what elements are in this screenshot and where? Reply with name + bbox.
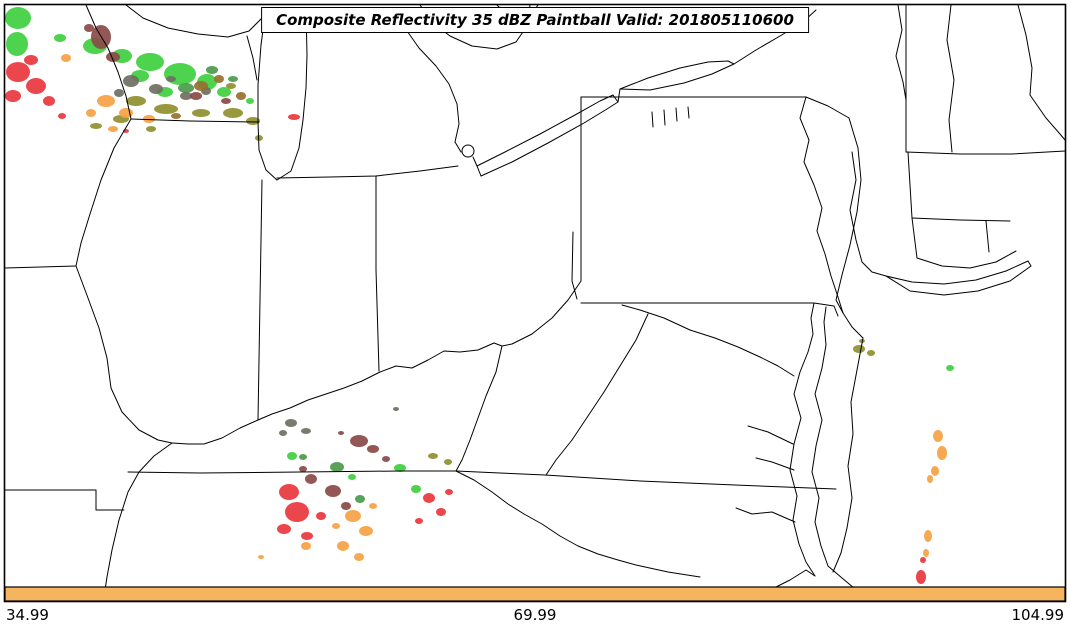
border-in-oh	[375, 175, 380, 372]
lake-champlain	[895, 4, 907, 101]
border-nh-me	[1017, 4, 1033, 96]
water-features	[125, 4, 1066, 591]
paintball-member-orange	[61, 54, 947, 561]
border-ny-nj	[805, 96, 850, 119]
finger-lake	[663, 109, 666, 126]
title-box: Composite Reflectivity 35 dBZ Paintball …	[261, 7, 809, 33]
paintball-member-olive	[90, 83, 875, 465]
long-island-south-shore	[885, 260, 1032, 296]
lake-erie-south-shore	[480, 101, 619, 177]
chesapeake-bay-east-shore	[811, 367, 829, 567]
york-river	[755, 457, 795, 471]
paintball-member-brown	[171, 75, 246, 119]
finger-lake	[687, 106, 690, 119]
chesapeake-bay-head-east	[821, 306, 827, 369]
border-wi-il	[130, 118, 260, 123]
lake-michigan-east-shore	[276, 7, 308, 181]
paintball-member-dark-green	[178, 66, 365, 503]
lake-st-clair	[461, 144, 475, 158]
colorbar-tick-middle: 69.99	[513, 606, 557, 624]
carolina-coast	[827, 565, 855, 589]
delaware-bay	[842, 312, 864, 339]
border-il-in	[257, 179, 263, 421]
border-mississippi-iowa	[75, 118, 132, 267]
colorbar-tick-right: 104.99	[1011, 606, 1065, 624]
border-il-west	[75, 265, 173, 444]
border-de-md	[813, 302, 839, 317]
chesapeake-bay-west-shore	[789, 371, 816, 577]
lake-ontario	[619, 60, 735, 91]
paintball-member-red	[5, 55, 926, 584]
green-bay	[246, 35, 258, 81]
border-wv-panhandle	[571, 231, 578, 300]
potomac-river-upper	[621, 304, 691, 331]
finger-lake	[651, 111, 654, 128]
chesapeake-bay-head-west	[799, 302, 815, 373]
lake-erie-north-shore	[476, 94, 614, 167]
carolina-coast	[769, 569, 816, 591]
border-ny-ct	[911, 217, 918, 259]
new-jersey-coast	[835, 117, 862, 314]
connecticut-coast	[916, 250, 1017, 269]
lake-huron-michigan-shore	[397, 7, 462, 153]
colorbar-tick-left: 34.99	[6, 606, 49, 624]
border-ia-mo	[4, 265, 77, 269]
border-mississippi-south	[104, 442, 173, 591]
finger-lake	[675, 107, 678, 122]
niagara-river	[617, 88, 621, 103]
plot-background	[4, 4, 1066, 602]
upper-peninsula-shore	[125, 4, 267, 38]
border-delaware-river	[799, 96, 844, 314]
colorbar	[4, 586, 1066, 602]
border-mo-ar	[4, 489, 125, 511]
rappahannock-river	[747, 425, 794, 445]
border-mn-wi	[85, 4, 132, 120]
james-river	[735, 507, 796, 523]
border-tn-nc	[455, 470, 701, 578]
border-ky-tn	[127, 470, 457, 474]
border-wv-va	[545, 313, 649, 476]
border-va-nc	[455, 470, 837, 490]
border-ny-ma	[907, 151, 913, 219]
maine-coast	[1029, 94, 1066, 141]
lake-erie-east-end	[612, 94, 619, 103]
title-text: Composite Reflectivity 35 dBZ Paintball …	[276, 11, 794, 29]
long-island-north-shore	[885, 260, 1029, 285]
potomac-river-lower	[689, 329, 795, 377]
border-ma-ct	[911, 217, 1011, 222]
delmarva-atlantic-coast	[832, 337, 864, 573]
border-vt-nh	[946, 4, 955, 153]
border-ky-east	[455, 345, 503, 472]
lake-erie-west-end	[476, 165, 482, 177]
state-borders	[4, 4, 1066, 591]
hudson-river	[849, 151, 887, 277]
border-ohio-river	[171, 280, 582, 445]
detroit-river	[472, 156, 478, 167]
border-ma-north	[905, 150, 1066, 155]
border-ct-ri	[985, 220, 990, 253]
